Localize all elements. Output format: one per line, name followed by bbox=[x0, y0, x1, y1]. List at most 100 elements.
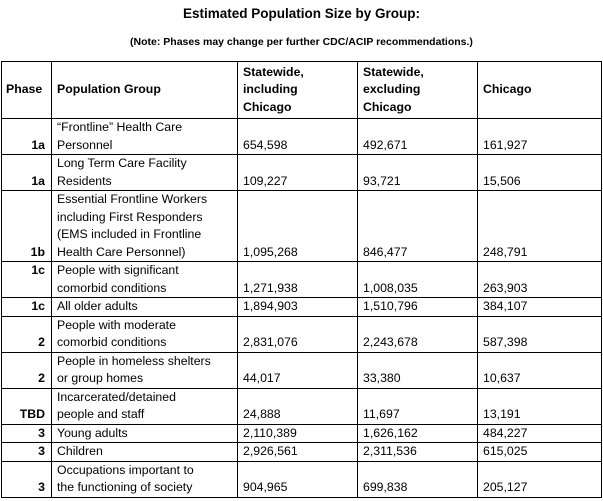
chicago-cell: 484,227 bbox=[477, 423, 602, 443]
population-group-cell: Long Term Care Facility Residents bbox=[51, 154, 238, 191]
statewide-including-cell: 1,894,903 bbox=[237, 297, 358, 317]
header-chicago: Chicago bbox=[477, 61, 602, 119]
group-text-line: All older adults bbox=[57, 299, 138, 313]
chicago-cell: 587,398 bbox=[477, 315, 602, 353]
group-text-line: Essential Frontline Workers bbox=[57, 192, 208, 206]
statewide-excluding-cell: 492,671 bbox=[357, 118, 478, 155]
group-text-line: Residents bbox=[57, 173, 112, 188]
statewide-excluding-cell: 1,510,796 bbox=[357, 297, 478, 317]
statewide-excluding-cell: 846,477 bbox=[357, 190, 478, 262]
statewide-including-cell: 109,227 bbox=[237, 154, 358, 191]
population-group-cell: People with moderate comorbid conditions bbox=[51, 315, 238, 353]
header-text-line: Chicago bbox=[243, 99, 292, 114]
population-group-cell: People in homeless shelters or group hom… bbox=[51, 351, 238, 389]
statewide-including-cell: 44,017 bbox=[237, 351, 358, 389]
chicago-cell: 384,107 bbox=[477, 297, 602, 317]
header-phase: Phase bbox=[1, 61, 52, 119]
table-body: 1a “Frontline” Health Care Personnel 654… bbox=[1, 118, 602, 498]
group-text-line: the functioning of society bbox=[57, 480, 193, 494]
statewide-including-cell: 904,965 bbox=[237, 460, 358, 498]
header-row: Phase Population Group Statewide, includ… bbox=[1, 61, 602, 119]
group-text-line: comorbid conditions bbox=[57, 335, 167, 349]
group-text-line: Long Term Care Facility bbox=[57, 156, 187, 170]
phase-cell: 1a bbox=[1, 154, 52, 191]
statewide-including-cell: 2,110,389 bbox=[237, 423, 358, 443]
group-text-line: People with significant bbox=[57, 263, 179, 277]
population-group-cell: Children bbox=[51, 442, 238, 462]
statewide-excluding-cell: 2,243,678 bbox=[357, 315, 478, 353]
statewide-including-cell: 2,831,076 bbox=[237, 315, 358, 353]
phase-cell: 3 bbox=[1, 460, 52, 498]
population-group-cell: All older adults bbox=[51, 297, 238, 317]
document-note: (Note: Phases may change per further CDC… bbox=[130, 36, 473, 48]
statewide-excluding-cell: 33,380 bbox=[357, 351, 478, 389]
population-table: Phase Population Group Statewide, includ… bbox=[1, 61, 602, 498]
group-text-line: comorbid conditions bbox=[57, 280, 167, 295]
statewide-including-cell: 1,271,938 bbox=[237, 261, 358, 298]
header-text-line: excluding bbox=[363, 82, 421, 97]
table-header: Phase Population Group Statewide, includ… bbox=[1, 61, 602, 119]
table-row: 2 People in homeless shelters or group h… bbox=[1, 351, 602, 389]
statewide-excluding-cell: 11,697 bbox=[357, 387, 478, 425]
header-statewide-excluding-chicago: Statewide, excluding Chicago bbox=[357, 61, 478, 119]
group-text-line: People in homeless shelters bbox=[57, 353, 211, 368]
table-row: 3 Young adults 2,110,389 1,626,162 484,2… bbox=[1, 423, 602, 443]
header-text-line: including bbox=[243, 82, 298, 97]
table-row: 3 Children 2,926,561 2,311,536 615,025 bbox=[1, 442, 602, 462]
header-text-line: Statewide, bbox=[243, 64, 304, 79]
chicago-cell: 263,903 bbox=[477, 261, 602, 298]
table-row: 1c People with significant comorbid cond… bbox=[1, 261, 602, 298]
population-group-cell: Occupations important to the functioning… bbox=[51, 460, 238, 498]
chicago-cell: 15,506 bbox=[477, 154, 602, 191]
group-text-line: people and staff bbox=[57, 407, 145, 421]
statewide-excluding-cell: 1,008,035 bbox=[357, 261, 478, 298]
phase-cell: 1b bbox=[1, 190, 52, 262]
group-text-line: Health Care Personnel) bbox=[57, 244, 186, 259]
group-text-line: or group homes bbox=[57, 371, 144, 385]
phase-cell: 1a bbox=[1, 118, 52, 155]
phase-cell: 1c bbox=[1, 261, 52, 298]
chicago-cell: 205,127 bbox=[477, 460, 602, 498]
statewide-excluding-cell: 93,721 bbox=[357, 154, 478, 191]
statewide-excluding-cell: 699,838 bbox=[357, 460, 478, 498]
statewide-including-cell: 1,095,268 bbox=[237, 190, 358, 262]
document-title: Estimated Population Size by Group: bbox=[182, 6, 421, 21]
population-group-cell: “Frontline” Health Care Personnel bbox=[51, 118, 238, 155]
table-row: 1a Long Term Care Facility Residents 109… bbox=[1, 154, 602, 191]
header-text-line: Statewide, bbox=[363, 64, 424, 79]
statewide-excluding-cell: 1,626,162 bbox=[357, 423, 478, 443]
header-text-line: Chicago bbox=[363, 99, 412, 114]
table-row: 1c All older adults 1,894,903 1,510,796 … bbox=[1, 297, 602, 317]
chicago-cell: 161,927 bbox=[477, 118, 602, 155]
group-text-line: People with moderate bbox=[57, 317, 176, 332]
header-population-group: Population Group bbox=[51, 61, 238, 119]
group-text-line: including First Responders bbox=[57, 209, 203, 224]
chicago-cell: 13,191 bbox=[477, 387, 602, 425]
chicago-cell: 10,637 bbox=[477, 351, 602, 389]
table-row: 3 Occupations important to the functioni… bbox=[1, 460, 602, 498]
population-group-cell: Incarcerated/detained people and staff bbox=[51, 387, 238, 425]
statewide-including-cell: 2,926,561 bbox=[237, 442, 358, 462]
group-text-line: Children bbox=[57, 444, 103, 458]
chicago-cell: 248,791 bbox=[477, 190, 602, 262]
phase-cell: 2 bbox=[1, 351, 52, 389]
table-row: 1b Essential Frontline Workers including… bbox=[1, 190, 602, 262]
population-group-cell: People with significant comorbid conditi… bbox=[51, 261, 238, 298]
phase-cell: 1c bbox=[1, 297, 52, 317]
group-text-line: Occupations important to bbox=[57, 462, 194, 477]
phase-cell: 3 bbox=[1, 442, 52, 462]
phase-cell: 2 bbox=[1, 315, 52, 353]
table-row: TBD Incarcerated/detained people and sta… bbox=[1, 387, 602, 425]
population-group-cell: Essential Frontline Workers including Fi… bbox=[51, 190, 238, 262]
phase-cell: 3 bbox=[1, 423, 52, 443]
statewide-including-cell: 24,888 bbox=[237, 387, 358, 425]
header-statewide-including-chicago: Statewide, including Chicago bbox=[237, 61, 358, 119]
statewide-including-cell: 654,598 bbox=[237, 118, 358, 155]
group-text-line: Young adults bbox=[57, 425, 128, 440]
group-text-line: (EMS included in Frontline bbox=[57, 227, 202, 241]
table-row: 1a “Frontline” Health Care Personnel 654… bbox=[1, 118, 602, 155]
phase-cell: TBD bbox=[1, 387, 52, 425]
population-group-cell: Young adults bbox=[51, 423, 238, 443]
group-text-line: “Frontline” Health Care bbox=[57, 120, 183, 134]
table-row: 2 People with moderate comorbid conditio… bbox=[1, 315, 602, 353]
